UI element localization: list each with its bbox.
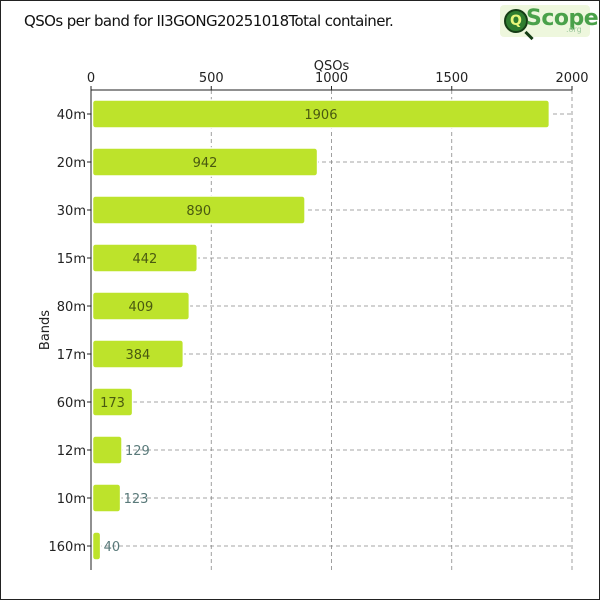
bar-20m <box>91 147 319 177</box>
band-label: 40m <box>57 108 86 123</box>
x-tick-label: 1000 <box>315 71 348 86</box>
bar-30m <box>91 195 306 225</box>
chart-title: QSOs per band for II3GONG20251018Total c… <box>24 12 394 30</box>
band-label: 80m <box>57 300 86 315</box>
band-label: 160m <box>49 540 86 555</box>
logo-sub: .org <box>566 25 582 34</box>
bar-60m <box>91 387 134 417</box>
x-tick-label: 500 <box>199 71 224 86</box>
x-tick-label: 1500 <box>435 71 468 86</box>
x-tick-label: 2000 <box>555 71 588 86</box>
bar-10m <box>91 483 122 513</box>
band-label: 60m <box>57 396 86 411</box>
bar-value-label: 442 <box>132 252 157 267</box>
band-label: 12m <box>57 444 86 459</box>
band-label: 30m <box>57 204 86 219</box>
bar-17m <box>91 339 185 369</box>
bar-value-label: 409 <box>129 300 154 315</box>
x-axis-title: QSOs <box>314 59 350 74</box>
logo-text: Scope <box>526 6 599 31</box>
bar-value-label: 384 <box>126 348 151 363</box>
bar-value-label: 173 <box>100 396 125 411</box>
bar-value-label: 890 <box>186 204 211 219</box>
band-label: 20m <box>57 156 86 171</box>
bar-15m <box>91 243 199 273</box>
bar-12m <box>91 435 123 465</box>
magnifier-q-icon: Q <box>504 9 528 33</box>
x-tick-label: 0 <box>87 71 95 86</box>
bar-40m <box>91 99 551 129</box>
band-label: 17m <box>57 348 86 363</box>
bar-value-label: 129 <box>125 444 150 459</box>
bar-value-label: 40 <box>104 540 121 555</box>
band-label: 15m <box>57 252 86 267</box>
qscope-logo: Q Scope .org <box>500 5 599 37</box>
bar-160m <box>91 531 102 561</box>
bar-80m <box>91 291 191 321</box>
band-label: 10m <box>57 492 86 507</box>
bar-value-label: 123 <box>124 492 149 507</box>
y-axis-title: Bands <box>38 310 53 350</box>
bar-value-label: 1906 <box>304 108 337 123</box>
bar-value-label: 942 <box>193 156 218 171</box>
